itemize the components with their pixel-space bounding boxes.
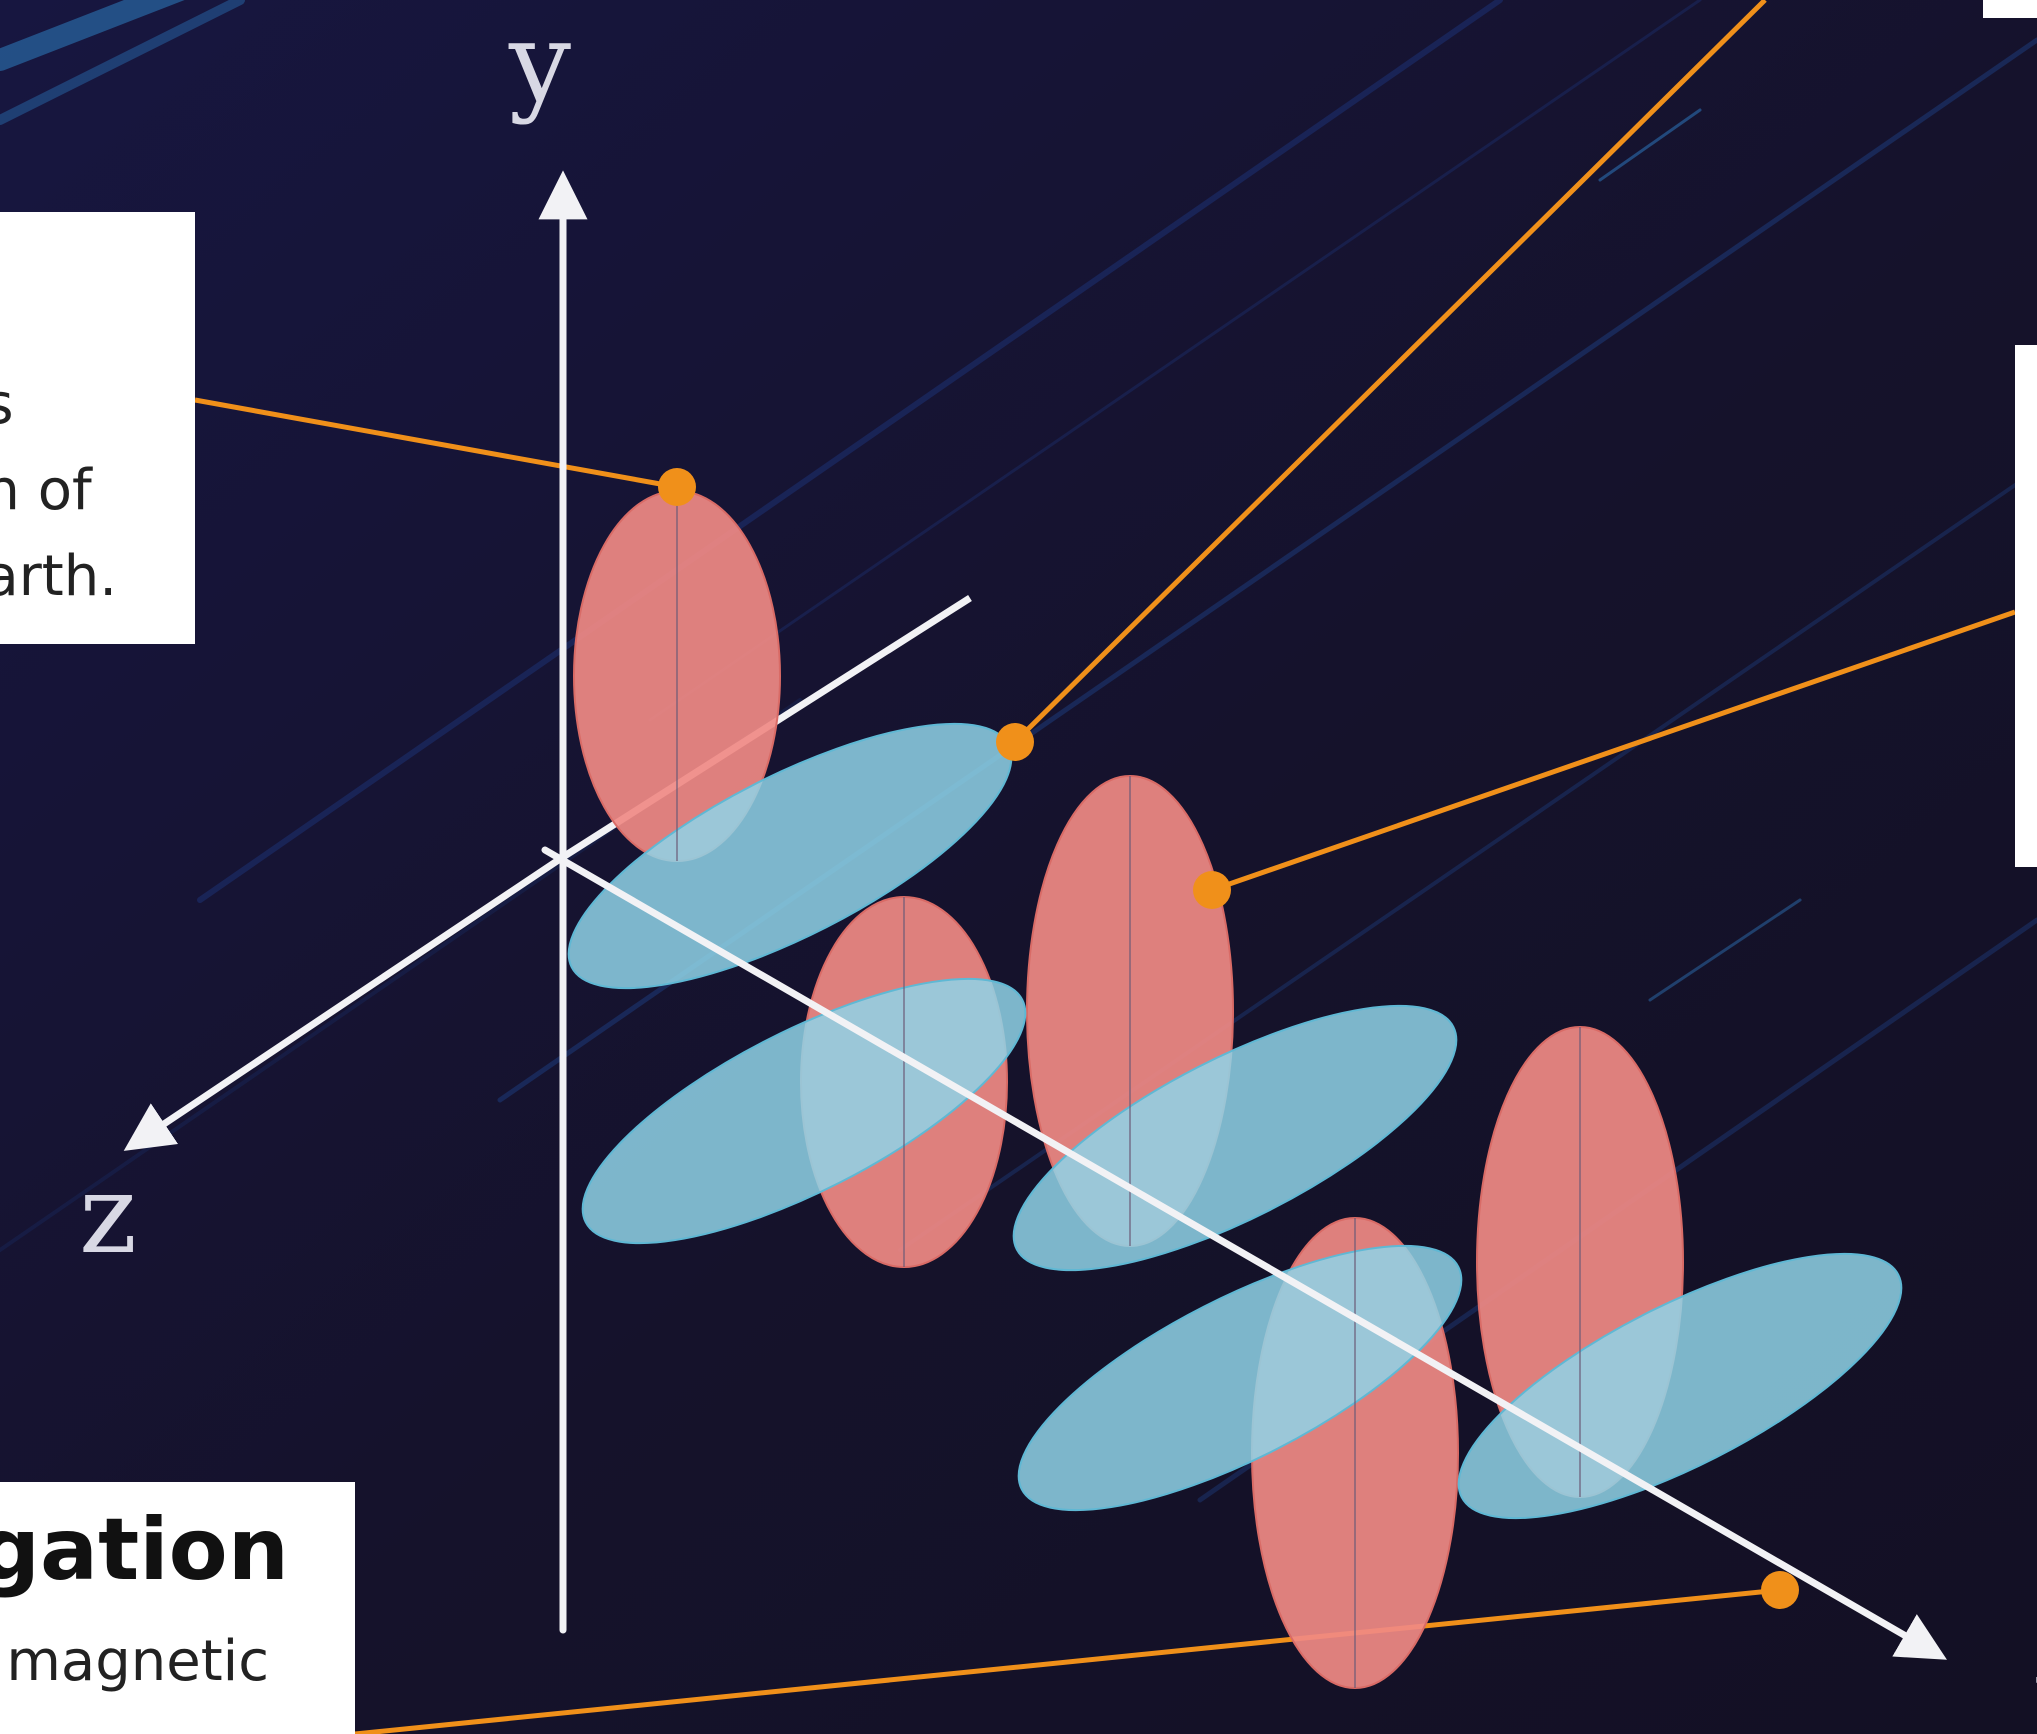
callout-propagation: gation magnetic	[0, 1482, 355, 1734]
callout-right	[2015, 345, 2037, 867]
y-axis-label: y	[508, 0, 571, 126]
dot-electric-peak	[658, 468, 696, 506]
callout-left-line-2: h of	[0, 458, 92, 523]
callout-left-line-3: arth.	[0, 544, 117, 609]
z-axis	[123, 853, 567, 1151]
z-axis-label: z	[79, 1150, 137, 1278]
dot-magnetic-peak	[996, 723, 1034, 761]
leader-dots	[658, 468, 1799, 1609]
callout-propagation-text: magnetic	[6, 1629, 269, 1694]
leader-line-right	[1211, 609, 2016, 893]
x-axis-label: x	[2035, 1632, 2037, 1734]
callout-left-line-1: s	[0, 362, 117, 448]
leader-line-bottom	[354, 1587, 1781, 1734]
leader-lines	[194, 0, 2016, 1734]
callout-left: s h of arth.	[0, 212, 195, 644]
dot-wavelength	[1193, 871, 1231, 909]
leader-line-top	[1013, 0, 1767, 744]
x-axis	[541, 846, 1947, 1660]
dot-propagation	[1761, 1571, 1799, 1609]
leader-line-left	[194, 397, 678, 490]
magnetic-lobe-3	[1012, 1004, 1458, 1272]
lobe-centerlines	[676, 491, 1581, 1688]
magnetic-lobe-2	[581, 977, 1027, 1245]
callout-left-text: s h of arth.	[0, 362, 117, 620]
magnetic-field-lobes	[567, 722, 1903, 1520]
magnetic-lobe-5	[1457, 1252, 1903, 1520]
axes	[123, 170, 1947, 1660]
callout-top-right	[1983, 0, 2037, 18]
callout-propagation-heading: gation	[0, 1500, 289, 1600]
